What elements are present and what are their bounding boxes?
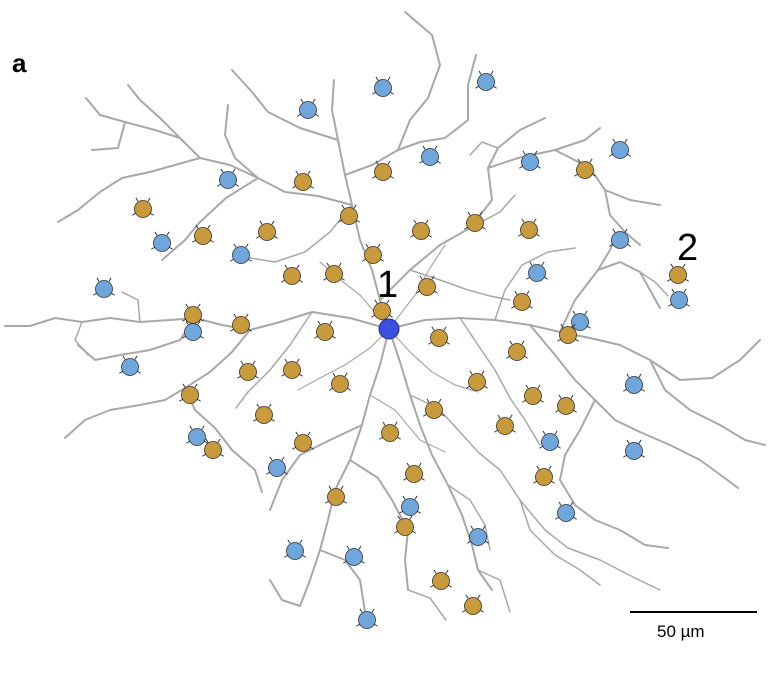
blue-contact-18 [186,425,208,446]
gold-contact-19 [230,313,252,334]
blue-contact-13 [668,288,690,309]
blue-contact-16 [119,355,141,376]
contact-markers [93,70,690,629]
gold-contact-35 [292,431,314,452]
gold-contact-39 [325,485,347,506]
blue-contact-10 [609,228,631,249]
blue-contact-23 [555,501,577,522]
gold-contact-40 [394,515,416,536]
gold-contact-11 [362,243,384,264]
blue-contact-7 [217,168,239,189]
blue-contact-1 [372,76,394,97]
gold-contact-5 [338,204,360,225]
gold-contact-41 [430,569,452,590]
gold-contact-25 [281,358,303,379]
gold-contact-22 [557,323,579,344]
gold-contact-36 [202,438,224,459]
gold-contact-38 [403,462,425,483]
gold-contact-42 [462,594,484,615]
gold-contact-1 [292,170,314,191]
blue-contact-11 [526,261,548,282]
blue-contact-12 [93,277,115,298]
blue-contact-26 [343,545,365,566]
gold-contact-31 [253,403,275,424]
gold-contact-23 [506,340,528,361]
soma-cell-body [378,318,400,340]
blue-contact-9 [230,243,252,264]
gold-contact-9 [256,220,278,241]
blue-contact-4 [419,145,441,166]
cell-label-2: 2 [677,227,699,269]
gold-contact-17 [371,299,393,320]
gold-contact-8 [192,224,214,245]
gold-contact-18 [182,303,204,324]
blue-contact-3 [297,98,319,119]
gold-contact-28 [179,383,201,404]
blue-contact-5 [519,150,541,171]
gold-contact-24 [237,360,259,381]
gold-contact-14 [667,263,689,284]
blue-contact-20 [623,439,645,460]
gold-contact-6 [410,219,432,240]
gold-contact-33 [494,414,516,435]
blue-contact-17 [623,373,645,394]
gold-contact-34 [379,421,401,442]
cell-label-1: 1 [377,264,399,306]
scale-bar-label: 50 µm [657,622,705,641]
blue-contact-22 [399,495,421,516]
blue-contact-21 [266,456,288,477]
blue-contact-2 [475,70,497,91]
gold-contact-26 [329,372,351,393]
gold-contact-4 [132,197,154,218]
blue-contact-8 [151,231,173,252]
gold-contact-2 [372,160,394,181]
blue-contact-24 [467,525,489,546]
panel-label: a [12,48,27,78]
gold-contact-13 [323,262,345,283]
gold-contact-20 [314,320,336,341]
blue-contact-27 [356,608,378,629]
gold-contact-15 [416,275,438,296]
blue-contact-25 [284,539,306,560]
gold-contact-7 [464,211,486,232]
gold-contact-30 [555,394,577,415]
gold-contact-3 [574,158,596,179]
blue-contact-6 [609,138,631,159]
gold-contact-10 [518,218,540,239]
gold-contact-37 [533,465,555,486]
gold-contact-29 [522,384,544,405]
gold-contact-21 [428,326,450,347]
gold-contact-32 [423,398,445,419]
gold-contact-12 [281,264,303,285]
blue-contact-15 [569,310,591,331]
blue-contact-19 [539,430,561,451]
gold-contact-16 [511,290,533,311]
gold-contact-27 [466,370,488,391]
